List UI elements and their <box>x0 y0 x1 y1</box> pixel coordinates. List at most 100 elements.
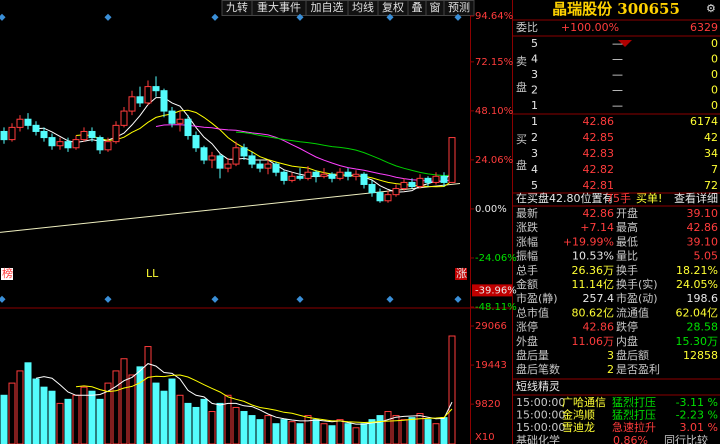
toolbar-label[interactable]: 九转 <box>226 0 248 14</box>
stat-label: 最新 <box>516 206 538 220</box>
toolbar-label[interactable]: 预测 <box>448 1 470 14</box>
stat-label: 盘后额 <box>616 348 649 362</box>
event-diamond[interactable] <box>296 13 304 21</box>
volume-bar <box>400 419 408 444</box>
volume-bar <box>216 402 224 444</box>
candle-body <box>32 124 40 132</box>
side-label: 盘 <box>516 158 527 172</box>
candle-body <box>176 118 184 124</box>
event-diamond[interactable] <box>454 295 462 303</box>
event-diamond[interactable] <box>386 295 394 303</box>
toolbar-label[interactable]: 窗 <box>430 0 441 14</box>
volume-bar <box>408 417 416 444</box>
candle-body <box>256 163 264 169</box>
volume-bar <box>184 402 192 444</box>
candle-body <box>104 141 112 151</box>
stat-label: 总市值 <box>516 305 549 319</box>
event-diamond[interactable] <box>211 295 219 303</box>
elf-stock[interactable]: 雪迪龙 <box>562 421 595 434</box>
volume-bar <box>224 394 232 444</box>
chart-marker: LL <box>146 267 159 280</box>
stat-label: 内盘 <box>616 334 638 348</box>
candle-body <box>232 147 240 165</box>
event-diamond[interactable] <box>211 13 219 21</box>
candle-body <box>296 175 304 179</box>
level: 5 <box>531 37 538 50</box>
candle-body <box>72 139 80 149</box>
volume-bar <box>48 390 56 444</box>
volume-bar <box>88 390 96 444</box>
elf-change: 3.01 % <box>680 421 718 434</box>
elf-event: 猛烈打压 <box>612 395 656 409</box>
candle-body <box>160 90 168 112</box>
volume-bar <box>448 335 456 444</box>
volume-bar <box>120 358 128 444</box>
price: — <box>612 53 623 66</box>
notice: 买单! <box>636 192 662 205</box>
toolbar-label[interactable]: 均线 <box>352 0 374 14</box>
volume-bar <box>440 417 448 444</box>
event-diamond[interactable] <box>0 13 6 21</box>
stat-label: 市盈(静) <box>516 291 558 305</box>
candle-body <box>200 147 208 161</box>
event-diamond[interactable] <box>296 295 304 303</box>
event-diamond[interactable] <box>386 13 394 21</box>
candle-body <box>408 181 416 188</box>
stat-label: 换手 <box>616 263 638 277</box>
stat-label: 盘后量 <box>516 348 549 362</box>
elf-stock[interactable]: 金鸿顺 <box>562 408 595 422</box>
candle-body <box>240 147 248 157</box>
volume-tick-label: 19443 <box>475 360 507 371</box>
candle-body <box>440 175 448 183</box>
stat-value: +19.99% <box>563 235 614 248</box>
candle-body <box>88 130 96 139</box>
candle-body <box>120 110 128 126</box>
event-diamond[interactable] <box>454 13 462 21</box>
elf-change: -3.11 % <box>676 396 718 409</box>
candle-body <box>328 173 336 179</box>
volume-bar <box>360 423 368 444</box>
stat-label: 涨幅 <box>516 235 538 248</box>
candle-body <box>416 177 424 188</box>
stat-value: 28.58 <box>687 321 719 334</box>
stat-value: 12858 <box>683 349 718 362</box>
toolbar-label[interactable]: 叠 <box>412 1 423 14</box>
candle-body <box>0 130 8 141</box>
size: 72 <box>704 179 718 192</box>
candle-body <box>56 141 64 147</box>
settings-icon[interactable]: ⚙ <box>706 2 716 15</box>
stat-value: 5.05 <box>694 250 719 263</box>
volume-bar <box>16 370 24 444</box>
stock-title: 晶瑞股份 300655 <box>552 0 680 18</box>
stat-value: 198.6 <box>687 292 719 305</box>
stat-value: 11.14亿 <box>572 278 615 291</box>
compare-link[interactable]: 同行比较 <box>664 433 708 444</box>
notice-link[interactable]: 查看详细 <box>674 191 718 205</box>
volume-bar <box>72 394 80 444</box>
dropdown-arrow[interactable] <box>618 40 632 47</box>
candle-body <box>312 171 320 177</box>
toolbar-label[interactable]: 重大事件 <box>257 0 301 14</box>
price: 42.86 <box>583 115 615 128</box>
volume-bar <box>128 374 136 444</box>
price: 42.85 <box>583 131 615 144</box>
stat-label: 流通值 <box>616 305 649 319</box>
toolbar-label[interactable]: 复权 <box>382 0 404 14</box>
y-tick-label: 48.10% <box>475 106 513 117</box>
candle-body <box>48 137 56 147</box>
price: 42.82 <box>583 163 615 176</box>
stat-label: 振幅 <box>516 249 538 263</box>
elf-time: 15:00:00 <box>516 396 565 409</box>
volume-ma <box>75 374 453 424</box>
price: — <box>612 68 623 81</box>
stat-value: 26.36万 <box>572 264 615 277</box>
volume-bar <box>312 419 320 444</box>
candle-body <box>424 177 432 183</box>
stat-label: 市盈(动) <box>616 291 658 305</box>
toolbar-label[interactable]: 加自选 <box>311 1 344 14</box>
stat-value: 11.06万 <box>572 335 615 348</box>
elf-stock[interactable]: 广哈通信 <box>562 396 606 409</box>
price: — <box>612 99 623 112</box>
candle-body <box>64 141 72 149</box>
size: 0 <box>711 37 718 50</box>
